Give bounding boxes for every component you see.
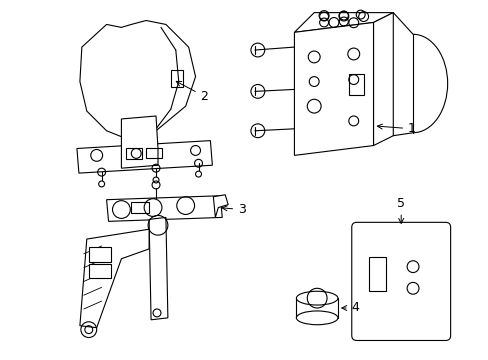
Circle shape xyxy=(195,171,201,177)
Bar xyxy=(348,74,363,95)
Polygon shape xyxy=(77,141,212,173)
Circle shape xyxy=(99,181,104,187)
Polygon shape xyxy=(121,116,158,168)
Text: 5: 5 xyxy=(396,197,405,224)
Polygon shape xyxy=(373,13,392,145)
Polygon shape xyxy=(149,217,167,320)
Text: 4: 4 xyxy=(341,301,359,315)
Bar xyxy=(146,148,162,158)
Circle shape xyxy=(153,177,159,183)
Bar xyxy=(368,257,386,291)
Bar xyxy=(89,264,110,278)
Bar xyxy=(170,70,183,87)
Polygon shape xyxy=(294,13,392,32)
Bar xyxy=(126,148,142,159)
Text: 2: 2 xyxy=(176,81,208,103)
FancyBboxPatch shape xyxy=(351,222,450,341)
Text: 3: 3 xyxy=(222,203,245,216)
Text: 1: 1 xyxy=(377,122,415,135)
Polygon shape xyxy=(106,196,222,221)
Bar xyxy=(89,247,110,262)
Polygon shape xyxy=(213,195,228,217)
Polygon shape xyxy=(80,229,149,328)
Bar xyxy=(131,202,149,213)
Polygon shape xyxy=(294,22,373,156)
Ellipse shape xyxy=(296,311,337,325)
Polygon shape xyxy=(80,21,195,139)
Ellipse shape xyxy=(296,291,337,305)
